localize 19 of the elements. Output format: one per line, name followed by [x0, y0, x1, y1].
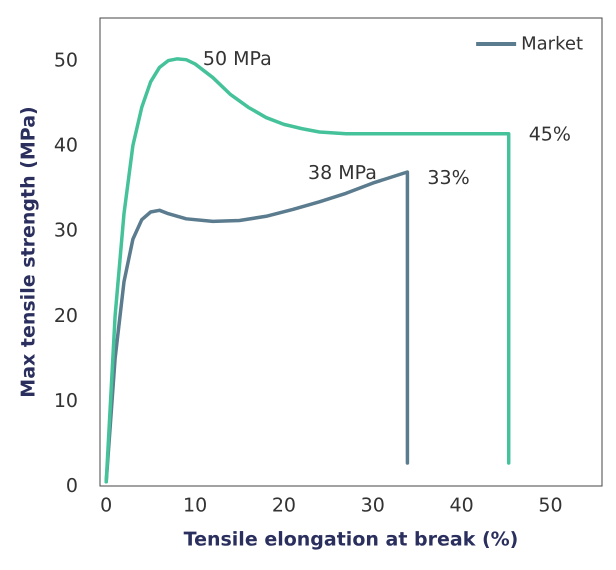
- annotation: 45%: [528, 124, 571, 146]
- x-tick-label: 10: [182, 494, 208, 516]
- y-tick-label: 10: [54, 390, 78, 412]
- y-tick-label: 20: [54, 304, 78, 327]
- legend-label: Market: [521, 34, 583, 54]
- y-axis-title: Max tensile strength (MPa): [18, 106, 40, 398]
- x-tick-label: 0: [100, 494, 112, 516]
- x-axis-title: Tensile elongation at break (%): [184, 528, 518, 550]
- x-tick-label: 50: [538, 494, 563, 516]
- y-tick-label: 0: [66, 475, 78, 497]
- annotation: 33%: [427, 167, 470, 190]
- y-tick-label: 40: [54, 134, 78, 157]
- x-tick-label: 40: [450, 494, 474, 516]
- y-tick-label: 50: [54, 50, 78, 72]
- annotation: 38 MPa: [308, 162, 377, 184]
- x-tick-label: 20: [272, 494, 296, 516]
- y-tick-label: 30: [54, 220, 78, 242]
- x-tick-label: 30: [360, 494, 385, 516]
- annotation: 50 MPa: [202, 48, 272, 70]
